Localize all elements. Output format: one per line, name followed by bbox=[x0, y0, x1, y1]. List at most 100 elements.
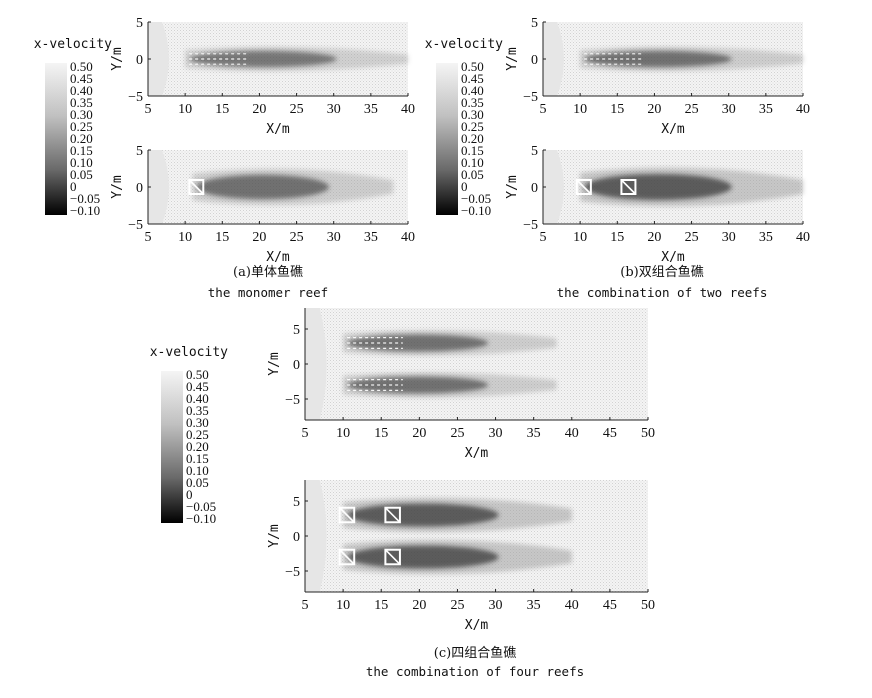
colorbar-tick-label: 0.05 bbox=[70, 167, 93, 182]
x-tick-label: 30 bbox=[489, 426, 503, 441]
reef-diagonal bbox=[339, 549, 355, 565]
colorbar-tick-label: 0.25 bbox=[186, 427, 209, 442]
y-tick-label: 5 bbox=[531, 144, 538, 159]
x-axis-label: X/m bbox=[661, 250, 685, 265]
contour-plot: 5 10 15 20 25 30 35 40 5 0 −5 X/m Y/m bbox=[110, 144, 415, 265]
colorbar-tick-label: 0.50 bbox=[186, 367, 209, 382]
panel-caption: (c)四组合鱼礁 the combination of four reefs bbox=[366, 645, 584, 679]
x-tick-label: 25 bbox=[290, 102, 304, 117]
x-tick-label: 45 bbox=[603, 426, 617, 441]
x-tick-label: 10 bbox=[336, 426, 350, 441]
y-tick-label: −5 bbox=[523, 90, 538, 105]
x-tick-label: 35 bbox=[759, 230, 773, 245]
colorbar-tick-label: 0.25 bbox=[70, 119, 93, 134]
x-axis-label: X/m bbox=[465, 446, 489, 461]
colorbar-gradient bbox=[436, 63, 458, 215]
colorbar-tick-label: 0.35 bbox=[186, 403, 209, 418]
inlet-region bbox=[305, 308, 327, 420]
wake-core bbox=[347, 545, 499, 569]
caption-chinese: (a)单体鱼礁 bbox=[233, 264, 303, 280]
colorbar-tick-label: 0.50 bbox=[70, 59, 93, 74]
x-tick-label: 40 bbox=[796, 230, 810, 245]
y-tick-label: 5 bbox=[293, 323, 300, 338]
colorbar-tick-label: 0.30 bbox=[461, 107, 484, 122]
y-tick-label: −5 bbox=[285, 393, 300, 408]
y-axis-label: Y/m bbox=[267, 352, 282, 376]
colorbar-tick-label: −0.10 bbox=[186, 511, 216, 526]
colorbar-tick-label: −0.10 bbox=[461, 203, 491, 218]
colorbar-tick-label: 0 bbox=[461, 179, 468, 194]
y-tick-label: 5 bbox=[531, 16, 538, 31]
y-axis-label: Y/m bbox=[505, 47, 520, 71]
x-tick-label: 10 bbox=[573, 230, 587, 245]
colorbar-tick-label: 0.25 bbox=[461, 119, 484, 134]
y-tick-label: 0 bbox=[136, 53, 143, 68]
reef-diagonal bbox=[620, 179, 636, 195]
y-tick-label: −5 bbox=[285, 565, 300, 580]
colorbar-gradient bbox=[161, 371, 183, 523]
panel-caption: (b)双组合鱼礁 the combination of two reefs bbox=[557, 264, 768, 300]
x-tick-label: 5 bbox=[540, 102, 547, 117]
x-tick-label: 10 bbox=[573, 102, 587, 117]
panel-caption: (a)单体鱼礁 the monomer reef bbox=[208, 264, 328, 300]
colorbar-tick-label: 0.40 bbox=[186, 391, 209, 406]
y-tick-label: 0 bbox=[531, 53, 538, 68]
colorbar-tick-label: 0 bbox=[70, 179, 77, 194]
reef-box bbox=[620, 179, 637, 195]
colorbar-tick-label: 0.15 bbox=[461, 143, 484, 158]
x-tick-label: 35 bbox=[759, 102, 773, 117]
x-tick-label: 20 bbox=[647, 230, 661, 245]
x-tick-label: 10 bbox=[336, 598, 350, 613]
x-tick-label: 40 bbox=[401, 230, 415, 245]
reef-box bbox=[384, 506, 401, 524]
colorbar-tick-label: −0.05 bbox=[461, 191, 491, 206]
x-tick-label: 30 bbox=[722, 230, 736, 245]
inlet-region bbox=[543, 150, 564, 224]
colorbar-tick-label: 0.20 bbox=[461, 131, 484, 146]
colorbar-tick-label: 0.10 bbox=[461, 155, 484, 170]
caption-chinese: (c)四组合鱼礁 bbox=[434, 645, 516, 661]
y-tick-label: 5 bbox=[136, 144, 143, 159]
caption-english: the monomer reef bbox=[208, 285, 328, 300]
x-tick-label: 25 bbox=[450, 598, 464, 613]
wake-core bbox=[347, 334, 489, 352]
y-axis-label: Y/m bbox=[267, 524, 282, 548]
colorbar-tick-label: −0.10 bbox=[70, 203, 100, 218]
colorbar-tick-label: 0.10 bbox=[186, 463, 209, 478]
caption-english: the combination of four reefs bbox=[366, 664, 584, 679]
x-tick-label: 10 bbox=[178, 230, 192, 245]
wake-core bbox=[584, 50, 732, 68]
colorbar-tick-label: 0.30 bbox=[186, 415, 209, 430]
colorbar-tick-label: 0.10 bbox=[70, 155, 93, 170]
inlet-region bbox=[148, 150, 169, 224]
reef-diagonal bbox=[384, 549, 401, 565]
x-tick-label: 15 bbox=[610, 230, 624, 245]
y-tick-label: 5 bbox=[136, 16, 143, 31]
x-tick-label: 35 bbox=[364, 102, 378, 117]
colorbar-tick-label: 0.15 bbox=[186, 451, 209, 466]
y-tick-label: 0 bbox=[293, 530, 300, 545]
colorbar-tick-label: 0.20 bbox=[70, 131, 93, 146]
x-tick-label: 20 bbox=[252, 230, 266, 245]
colorbar-tick-label: −0.05 bbox=[70, 191, 100, 206]
y-tick-label: −5 bbox=[523, 218, 538, 233]
colorbar-title: x-velocity bbox=[425, 37, 503, 52]
x-tick-label: 5 bbox=[302, 598, 309, 613]
colorbar-tick-label: 0.05 bbox=[461, 167, 484, 182]
colorbar-tick-label: 0.35 bbox=[70, 95, 93, 110]
colorbar-tick-label: 0.45 bbox=[70, 71, 93, 86]
inlet-region bbox=[305, 480, 327, 592]
reef-box bbox=[338, 506, 356, 524]
wake-core bbox=[347, 503, 499, 527]
caption-chinese: (b)双组合鱼礁 bbox=[620, 264, 703, 280]
x-tick-label: 30 bbox=[327, 230, 341, 245]
reef-diagonal bbox=[384, 507, 401, 523]
x-tick-label: 25 bbox=[290, 230, 304, 245]
x-tick-label: 30 bbox=[722, 102, 736, 117]
contour-plot: 5 10 15 20 25 30 35 40 5 0 −5 X/m Y/m bbox=[505, 16, 810, 137]
colorbar-tick-label: 0.35 bbox=[461, 95, 484, 110]
colorbar-title: x-velocity bbox=[34, 37, 112, 52]
y-axis-label: Y/m bbox=[505, 175, 520, 199]
